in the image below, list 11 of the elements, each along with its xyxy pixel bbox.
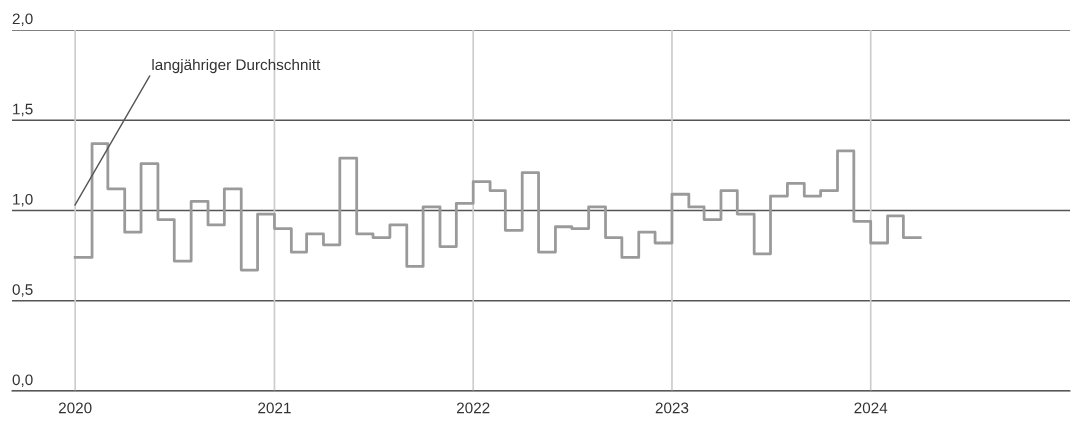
y-tick-label: 1,5 (13, 103, 33, 117)
y-tick-label: 1,0 (13, 193, 33, 207)
y-tick-label: 2,0 (12, 13, 33, 27)
x-tick-label: 2021 (258, 402, 291, 414)
x-tick-label: 2023 (655, 402, 689, 414)
x-tick-label: 2020 (58, 402, 92, 414)
annotation: langjähriger Durchschnitt (152, 58, 321, 74)
y-tick-label: 0,0 (12, 374, 33, 388)
y-tick-label: 0,5 (12, 284, 33, 297)
x-tick-label: 2024 (854, 402, 888, 414)
x-tick-label: 2022 (456, 402, 490, 414)
